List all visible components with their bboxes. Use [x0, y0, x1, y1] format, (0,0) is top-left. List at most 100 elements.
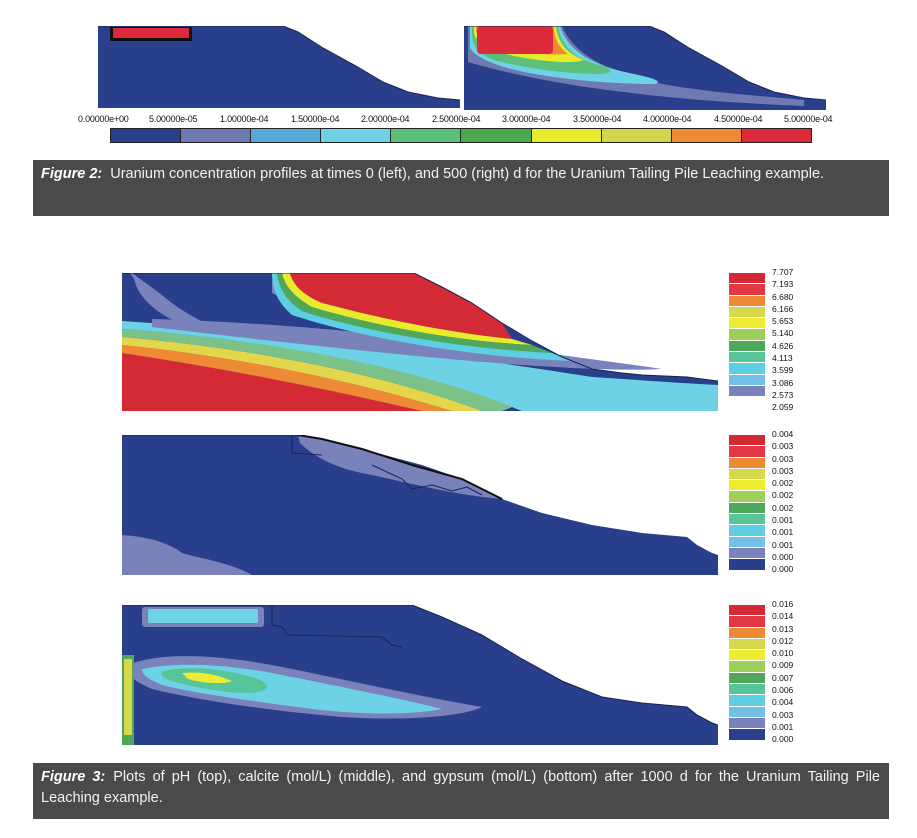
- fig3-legend-swatches: [729, 435, 765, 571]
- fig3-plot-gypsum: [122, 605, 718, 745]
- legend-label: 0.001: [772, 539, 794, 550]
- fig2-colorbar-label: 3.00000e-04: [502, 114, 551, 124]
- legend-label: 0.001: [772, 515, 794, 526]
- legend-label: 0.004: [772, 697, 794, 708]
- legend-label: 5.653: [772, 316, 794, 327]
- fig2-colorbar-label: 5.00000e-04: [784, 114, 833, 124]
- legend-swatch: [729, 273, 765, 284]
- legend-label: 4.113: [772, 353, 793, 364]
- legend-swatch: [729, 502, 765, 514]
- legend-swatch: [729, 638, 765, 650]
- legend-swatch: [729, 295, 765, 306]
- fig2-colorbar-swatch: [391, 129, 462, 142]
- fig2-plot-time-500: [464, 26, 826, 110]
- fig2-colorbar-swatch: [601, 129, 672, 142]
- legend-label: 0.007: [772, 672, 794, 683]
- fig2-colorbar-label: 4.50000e-04: [714, 114, 763, 124]
- fig2-colorbar-label: 2.50000e-04: [432, 114, 481, 124]
- legend-swatch: [729, 525, 765, 536]
- fig2-colorbar-swatch: [111, 129, 182, 142]
- legend-label: 0.002: [772, 490, 794, 501]
- legend-swatch: [729, 306, 765, 318]
- fig2-colorbar-swatch: [741, 129, 811, 142]
- fig2-colorbar-swatch: [461, 129, 532, 142]
- legend-swatch: [729, 672, 765, 684]
- legend-swatch: [729, 706, 765, 717]
- legend-swatch: [729, 717, 765, 729]
- legend-label: 5.140: [772, 328, 794, 339]
- fig3-caption-label: Figure 3:: [41, 769, 106, 785]
- legend-label: 0.000: [772, 564, 794, 575]
- legend-label: 7.193: [772, 279, 794, 290]
- legend-swatch: [729, 514, 765, 525]
- legend-label: 0.010: [772, 648, 794, 659]
- legend-label: 0.006: [772, 685, 794, 696]
- legend-swatch: [729, 536, 765, 547]
- legend-swatch: [729, 468, 765, 480]
- fig2-caption-text: Uranium concentration profiles at times …: [110, 166, 825, 182]
- legend-label: 0.014: [772, 611, 794, 622]
- legend-swatch: [729, 684, 765, 695]
- fig3-caption: Figure 3: Plots of pH (top), calcite (mol…: [33, 763, 889, 819]
- legend-swatch: [729, 435, 765, 446]
- legend-label: 0.004: [772, 429, 794, 439]
- legend-label: 6.166: [772, 303, 794, 314]
- fig3-legend-gypsum: 0.016 0.014 0.013 0.012 0.010 0.009 0.00…: [729, 599, 809, 745]
- legend-swatch: [729, 446, 765, 457]
- legend-swatch: [729, 318, 765, 329]
- fig2-colorbar-label: 5.00000e-05: [149, 114, 198, 124]
- legend-label: 2.059: [772, 402, 794, 413]
- fig3-legend-calcite: 0.004 0.003 0.003 0.003 0.002 0.002 0.00…: [729, 429, 809, 575]
- fig2-colorbar-label: 1.50000e-04: [291, 114, 340, 124]
- legend-label: 0.003: [772, 441, 794, 452]
- legend-label: 0.016: [772, 599, 794, 609]
- legend-swatch: [729, 729, 765, 740]
- fig3-plot-ph: [122, 273, 718, 411]
- legend-label: 0.012: [772, 635, 794, 646]
- legend-label: 0.002: [772, 478, 794, 489]
- legend-swatch: [729, 374, 765, 385]
- legend-swatch: [729, 547, 765, 559]
- fig2-caption: Figure 2: Uranium concentration profiles …: [33, 160, 889, 216]
- fig3-legend-ph: 7.707 7.193 6.680 6.166 5.653 5.140 4.62…: [729, 267, 809, 413]
- legend-label: 0.009: [772, 660, 794, 671]
- fig2-colorbar-label: 3.50000e-04: [573, 114, 622, 124]
- fig2-colorbar-swatch: [321, 129, 392, 142]
- legend-label: 0.002: [772, 502, 794, 513]
- fig2-colorbar-label: 4.00000e-04: [643, 114, 692, 124]
- fig3-caption-text: Plots of pH (top), calcite (mol/L) (midd…: [41, 769, 880, 806]
- fig3-legend-labels: 0.004 0.003 0.003 0.003 0.002 0.002 0.00…: [772, 428, 793, 576]
- legend-swatch: [729, 627, 765, 638]
- fig2-colorbar-label: 2.00000e-04: [361, 114, 410, 124]
- legend-swatch: [729, 559, 765, 570]
- legend-label: 0.003: [772, 709, 794, 720]
- legend-label: 7.707: [772, 267, 794, 277]
- legend-swatch: [729, 491, 765, 502]
- fig2-colorbar-swatch: [671, 129, 742, 142]
- fig2-colorbar-swatch: [531, 129, 602, 142]
- legend-label: 6.680: [772, 291, 794, 302]
- fig2-colorbar: [110, 128, 812, 143]
- legend-swatch: [729, 650, 765, 661]
- fig2-plot-time-0: [98, 26, 460, 108]
- legend-swatch: [729, 340, 765, 352]
- legend-label: 0.001: [772, 527, 794, 538]
- legend-label: 0.013: [772, 623, 794, 634]
- fig3-legend-swatches: [729, 605, 765, 741]
- legend-label: 0.000: [772, 551, 794, 562]
- fig2-colorbar-swatch: [251, 129, 322, 142]
- legend-swatch: [729, 385, 765, 397]
- legend-swatch: [729, 661, 765, 672]
- fig2-caption-label: Figure 2:: [41, 166, 103, 182]
- legend-swatch: [729, 616, 765, 627]
- legend-label: 3.599: [772, 365, 794, 376]
- fig2-colorbar-label: 0.00000e+00: [78, 114, 129, 124]
- legend-swatch: [729, 284, 765, 295]
- legend-label: 0.001: [772, 721, 794, 732]
- legend-swatch: [729, 352, 765, 363]
- legend-swatch: [729, 363, 765, 374]
- legend-swatch: [729, 457, 765, 468]
- fig3-plot-calcite: [122, 435, 718, 575]
- fig3-legend-labels: 0.016 0.014 0.013 0.012 0.010 0.009 0.00…: [772, 598, 793, 746]
- legend-swatch: [729, 480, 765, 491]
